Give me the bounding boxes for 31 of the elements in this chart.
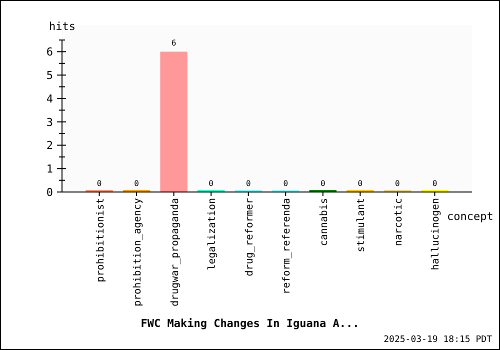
y-tick-label: 0: [46, 186, 53, 199]
data-label: 0: [208, 179, 214, 188]
x-tick-label: drugwar_propaganda: [170, 198, 181, 306]
text: 2025-03-19 18:15 PDT: [384, 335, 493, 345]
y-tick-label: 1: [46, 162, 53, 176]
x-tick-label: cannabis: [318, 198, 330, 246]
data-label: 6: [171, 38, 176, 48]
y-tick-label: 5: [46, 69, 53, 82]
data-label: 0: [134, 179, 140, 188]
y-tick-label: 2: [46, 139, 53, 152]
y-tick-label: 6: [46, 46, 53, 59]
y-tick-label: 4: [46, 92, 54, 106]
x-tick-label: prohibitionist: [95, 198, 106, 282]
x-tick-label: prohibition_agency: [132, 198, 144, 306]
data-label: 0: [432, 179, 438, 188]
text: FWC Making Changes In Iguana A...: [140, 317, 360, 330]
x-tick-label: legalization: [207, 198, 218, 270]
x-tick-label: stimulant: [356, 198, 368, 252]
x-tick-label: reform_referenda: [282, 198, 293, 294]
y-tick-label: 3: [46, 116, 53, 129]
x-tick-label: drug_reformer: [244, 198, 256, 276]
x-tick-label: hallucinogen: [430, 198, 442, 270]
data-label: 0: [96, 179, 102, 188]
data-label: 0: [246, 179, 251, 188]
data-label: 0: [395, 179, 400, 188]
x-axis-title: concept: [447, 210, 494, 223]
x-tick-label: narcotic: [393, 198, 404, 246]
data-label: 0: [358, 179, 363, 188]
data-label: 0: [320, 179, 326, 188]
y-axis-title: hits: [49, 20, 76, 33]
data-label: 0: [283, 179, 288, 188]
